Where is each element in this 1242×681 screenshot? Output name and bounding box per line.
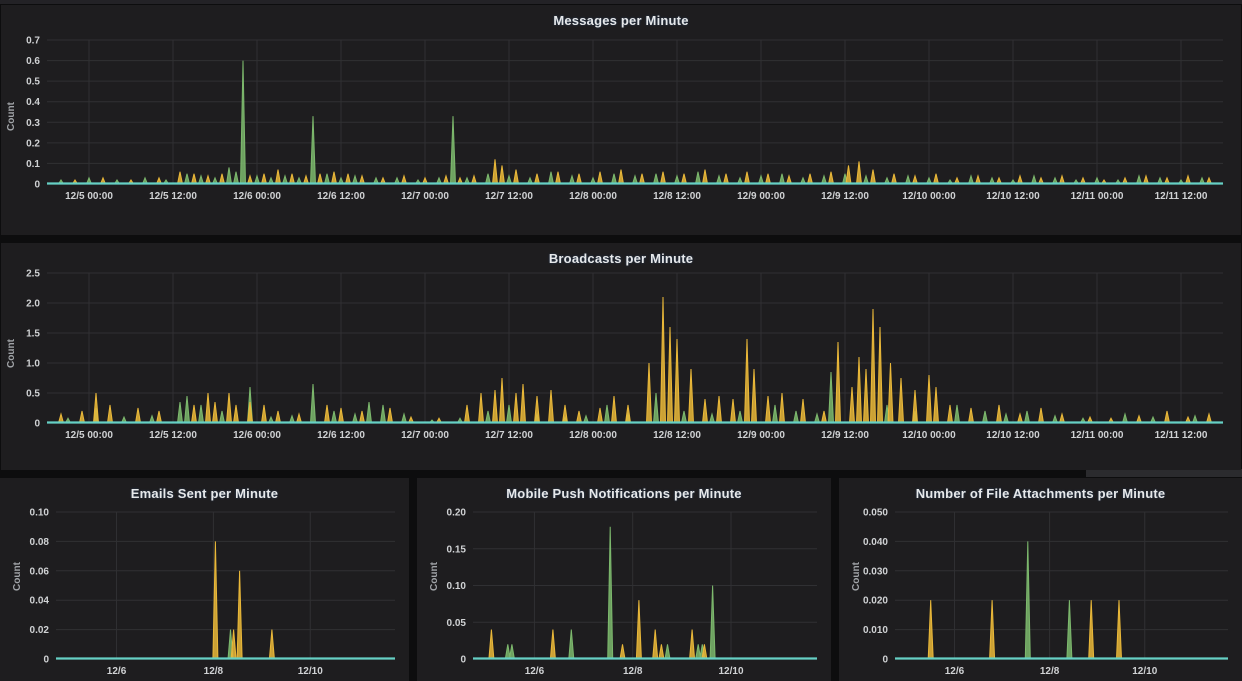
svg-text:0.15: 0.15	[447, 544, 467, 555]
svg-text:12/10 00:00: 12/10 00:00	[902, 191, 956, 202]
svg-text:0.10: 0.10	[30, 508, 50, 519]
svg-text:0.02: 0.02	[30, 625, 50, 636]
svg-text:12/8 12:00: 12/8 12:00	[653, 430, 701, 441]
svg-text:12/10 00:00: 12/10 00:00	[902, 430, 956, 441]
svg-text:0.2: 0.2	[26, 138, 40, 149]
panel-broadcasts: Broadcasts per Minute Count 12/5 00:00 12…	[1, 243, 1241, 470]
svg-text:0.20: 0.20	[447, 508, 467, 519]
svg-text:12/11 00:00: 12/11 00:00	[1071, 430, 1124, 441]
svg-text:0: 0	[34, 180, 40, 191]
svg-text:0.04: 0.04	[30, 596, 50, 607]
svg-text:12/10: 12/10	[1132, 666, 1157, 677]
svg-text:12/8 12:00: 12/8 12:00	[653, 191, 701, 202]
svg-text:12/8: 12/8	[1040, 666, 1060, 677]
panel-title-broadcasts[interactable]: Broadcasts per Minute	[548, 251, 694, 266]
svg-text:1.0: 1.0	[26, 359, 40, 370]
svg-text:12/9 12:00: 12/9 12:00	[821, 430, 869, 441]
svg-text:0: 0	[34, 419, 40, 430]
chart-canvas-emails[interactable]: 12/6 12/8 12/10 0 0.02 0.04 0.06 0.08 0.10	[0, 478, 409, 681]
svg-text:12/6 00:00: 12/6 00:00	[233, 191, 281, 202]
svg-text:0: 0	[460, 655, 466, 666]
svg-text:12/7 00:00: 12/7 00:00	[401, 191, 449, 202]
svg-text:2.0: 2.0	[26, 299, 40, 310]
svg-text:0.050: 0.050	[863, 508, 888, 519]
panel-file-attachments: Number of File Attachments per Minute Co…	[839, 478, 1242, 681]
svg-text:12/10 12:00: 12/10 12:00	[986, 430, 1040, 441]
svg-text:0.7: 0.7	[26, 36, 40, 47]
dashboard-top-border	[0, 0, 1242, 4]
panel-title-messages[interactable]: Messages per Minute	[553, 13, 689, 28]
svg-text:12/8 00:00: 12/8 00:00	[569, 191, 617, 202]
panel-title-emails[interactable]: Emails Sent per Minute	[130, 486, 279, 501]
svg-text:0.040: 0.040	[863, 537, 888, 548]
svg-text:0.05: 0.05	[447, 618, 467, 629]
svg-text:12/8: 12/8	[204, 666, 224, 677]
y-axis-label-file-attachments: Count	[851, 561, 862, 591]
svg-text:12/7 12:00: 12/7 12:00	[485, 430, 533, 441]
svg-text:0.020: 0.020	[863, 596, 888, 607]
svg-text:12/5 00:00: 12/5 00:00	[65, 191, 113, 202]
svg-text:0.4: 0.4	[26, 97, 40, 108]
svg-text:0.10: 0.10	[447, 581, 467, 592]
svg-text:12/6 00:00: 12/6 00:00	[233, 430, 281, 441]
y-axis-label-emails: Count	[12, 561, 23, 591]
y-axis-label-messages: Count	[6, 102, 17, 131]
y-axis-label-broadcasts: Count	[6, 338, 17, 368]
svg-text:12/9 00:00: 12/9 00:00	[737, 191, 785, 202]
svg-text:12/11 12:00: 12/11 12:00	[1155, 191, 1208, 202]
svg-text:0.1: 0.1	[26, 159, 40, 170]
svg-text:12/6: 12/6	[525, 666, 545, 677]
svg-text:0.3: 0.3	[26, 118, 40, 129]
svg-text:12/9 12:00: 12/9 12:00	[821, 191, 869, 202]
svg-text:12/10 12:00: 12/10 12:00	[986, 191, 1040, 202]
svg-text:12/6: 12/6	[945, 666, 965, 677]
panel-title-push-notifications[interactable]: Mobile Push Notifications per Minute	[506, 486, 742, 501]
svg-text:0: 0	[43, 655, 49, 666]
y-axis-label-push-notifications: Count	[429, 561, 440, 591]
svg-text:0.010: 0.010	[863, 625, 888, 636]
svg-text:0.06: 0.06	[30, 566, 50, 577]
svg-text:1.5: 1.5	[26, 329, 40, 340]
svg-text:12/11 12:00: 12/11 12:00	[1155, 430, 1208, 441]
panel-push-notifications: Mobile Push Notifications per Minute Cou…	[417, 478, 831, 681]
svg-text:12/9 00:00: 12/9 00:00	[737, 430, 785, 441]
panel-emails: Emails Sent per Minute Count 12/6 12/8 12/…	[0, 478, 409, 681]
svg-text:12/7 12:00: 12/7 12:00	[485, 191, 533, 202]
svg-text:12/10: 12/10	[718, 666, 743, 677]
svg-text:12/8: 12/8	[623, 666, 643, 677]
svg-text:12/6 12:00: 12/6 12:00	[317, 191, 365, 202]
panel-edge-highlight	[1086, 469, 1242, 477]
chart-canvas-broadcasts[interactable]: 12/5 00:00 12/5 12:00 12/6 00:00 12/6 12:00…	[1, 243, 1241, 470]
svg-text:12/10: 12/10	[298, 666, 323, 677]
panel-messages: Messages per Minute Count 12/5 00:00 12/5…	[1, 5, 1241, 235]
svg-text:12/8 00:00: 12/8 00:00	[569, 430, 617, 441]
svg-text:2.5: 2.5	[26, 269, 40, 280]
svg-text:12/5 00:00: 12/5 00:00	[65, 430, 113, 441]
chart-canvas-messages[interactable]: 12/5 00:00 12/5 12:00 12/6 00:00 12/6 12:00…	[1, 5, 1241, 235]
svg-text:12/7 00:00: 12/7 00:00	[401, 430, 449, 441]
svg-text:12/6 12:00: 12/6 12:00	[317, 430, 365, 441]
svg-text:0.6: 0.6	[26, 56, 40, 67]
svg-text:12/5 12:00: 12/5 12:00	[149, 191, 197, 202]
chart-canvas-push-notifications[interactable]: 12/6 12/8 12/10 0 0.05 0.10 0.15 0.20	[417, 478, 831, 681]
chart-canvas-file-attachments[interactable]: 12/6 12/8 12/10 0 0.010 0.020 0.030 0.040 0.050	[839, 478, 1242, 681]
svg-text:0.5: 0.5	[26, 389, 40, 400]
svg-text:12/11 00:00: 12/11 00:00	[1071, 191, 1124, 202]
svg-text:12/6: 12/6	[107, 666, 127, 677]
svg-text:12/5 12:00: 12/5 12:00	[149, 430, 197, 441]
svg-text:0.5: 0.5	[26, 77, 40, 88]
svg-text:0.08: 0.08	[30, 537, 50, 548]
panel-title-file-attachments[interactable]: Number of File Attachments per Minute	[915, 486, 1166, 501]
svg-text:0.030: 0.030	[863, 566, 888, 577]
svg-text:0: 0	[882, 655, 888, 666]
